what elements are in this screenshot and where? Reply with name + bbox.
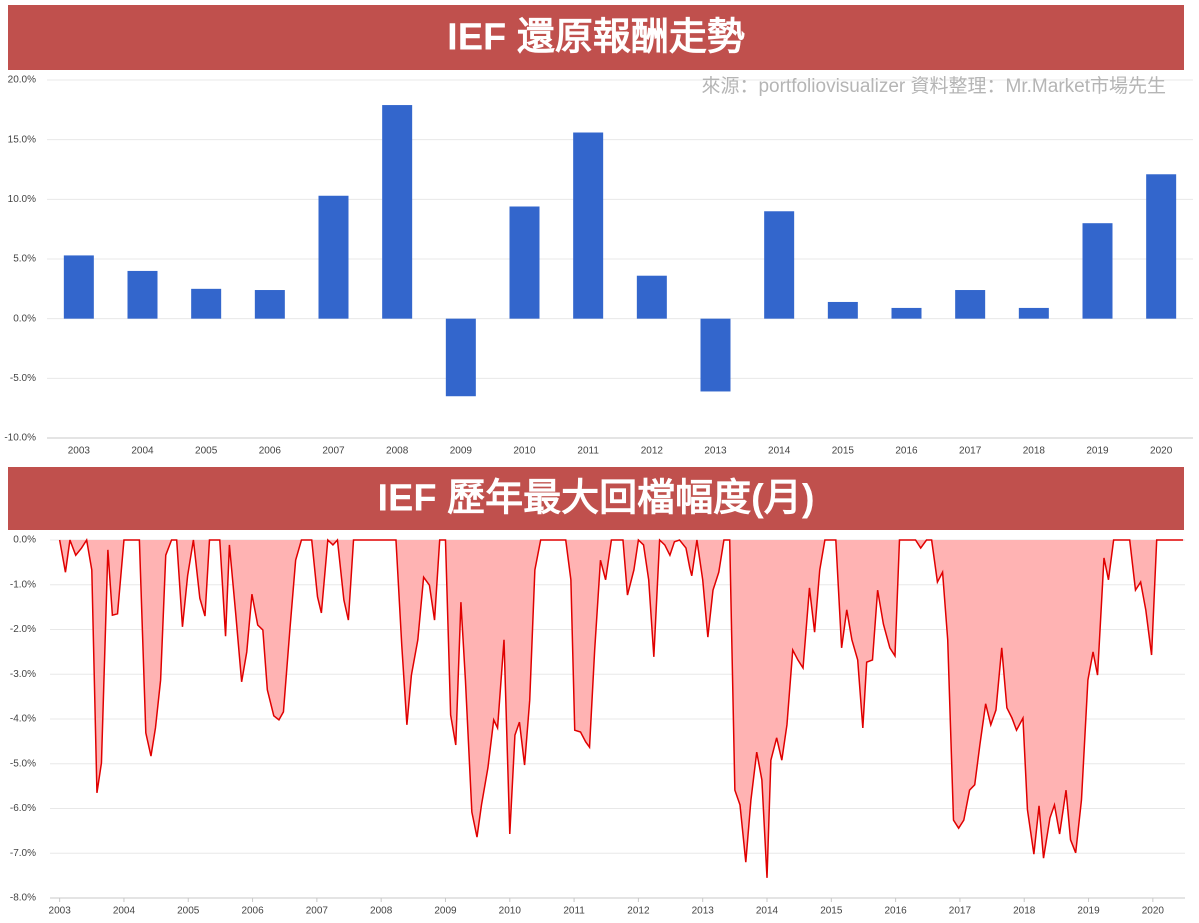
title-banner	[8, 5, 1184, 70]
bar	[191, 288, 222, 319]
x-tick-label: 2004	[131, 446, 154, 457]
x-tick-label: 2010	[499, 906, 522, 917]
y-tick-label: 0.0%	[13, 313, 36, 324]
x-tick-label: 2017	[949, 906, 972, 917]
bar	[827, 301, 858, 319]
y-tick-label: 10.0%	[8, 194, 36, 205]
x-tick-label: 2015	[832, 446, 855, 457]
x-tick-label: 2016	[895, 446, 918, 457]
area-fill	[59, 540, 1184, 878]
bar	[509, 206, 540, 319]
y-tick-label: -1.0%	[10, 579, 36, 590]
source-note: 來源：portfoliovisualizer 資料整理：Mr.Market市場先…	[701, 75, 1166, 97]
bar	[254, 290, 285, 319]
bar	[63, 255, 94, 319]
bar	[764, 211, 795, 319]
x-tick-label: 2018	[1023, 446, 1046, 457]
chart-title: IEF 還原報酬走勢	[447, 17, 745, 59]
chart-title: IEF 歷年最大回檔幅度(月)	[378, 478, 815, 520]
y-tick-label: -10.0%	[4, 433, 36, 444]
x-tick-label: 2019	[1077, 906, 1100, 917]
y-tick-label: -6.0%	[10, 803, 36, 814]
bar	[891, 307, 922, 319]
x-tick-label: 2017	[959, 446, 982, 457]
y-tick-label: -4.0%	[10, 714, 36, 725]
x-tick-label: 2003	[68, 446, 91, 457]
y-tick-label: -2.0%	[10, 624, 36, 635]
bar	[445, 318, 476, 397]
x-tick-label: 2005	[177, 906, 200, 917]
x-tick-label: 2013	[692, 906, 715, 917]
bar	[1146, 174, 1177, 319]
x-tick-label: 2006	[259, 446, 282, 457]
bar	[1018, 307, 1049, 319]
x-tick-label: 2011	[563, 906, 585, 917]
x-tick-label: 2012	[627, 906, 650, 917]
x-tick-label: 2013	[704, 446, 727, 457]
x-tick-label: 2005	[195, 446, 218, 457]
y-tick-label: -5.0%	[10, 758, 36, 769]
x-tick-label: 2012	[641, 446, 664, 457]
bar	[127, 270, 158, 319]
x-tick-label: 2015	[820, 906, 843, 917]
bar	[382, 105, 413, 319]
x-tick-label: 2020	[1150, 446, 1173, 457]
x-tick-label: 2009	[450, 446, 473, 457]
x-tick-label: 2007	[322, 446, 345, 457]
x-tick-label: 2003	[49, 906, 72, 917]
x-tick-label: 2016	[884, 906, 907, 917]
x-tick-label: 2004	[113, 906, 136, 917]
x-tick-label: 2006	[241, 906, 264, 917]
line	[58, 537, 1184, 878]
y-tick-label: -7.0%	[10, 848, 36, 859]
y-tick-label: -3.0%	[10, 669, 36, 680]
bar	[700, 318, 731, 392]
x-tick-label: 2014	[768, 446, 791, 457]
y-tick-label: 0.0%	[13, 535, 36, 546]
bar	[955, 290, 986, 319]
y-tick-label: -8.0%	[10, 893, 36, 904]
x-tick-label: 2008	[386, 446, 409, 457]
x-tick-label: 2008	[370, 906, 393, 917]
bar	[318, 195, 349, 319]
bar	[573, 132, 604, 319]
x-tick-label: 2010	[513, 446, 536, 457]
bar	[636, 275, 667, 319]
x-tick-label: 2020	[1142, 906, 1165, 917]
y-tick-label: -5.0%	[10, 373, 36, 384]
x-tick-label: 2011	[577, 446, 599, 457]
x-tick-label: 2019	[1086, 446, 1109, 457]
x-tick-label: 2009	[434, 906, 457, 917]
y-tick-label: 5.0%	[13, 254, 36, 265]
y-tick-label: 15.0%	[8, 134, 36, 145]
title-banner	[8, 467, 1184, 530]
y-tick-label: 20.0%	[8, 75, 36, 86]
bar	[1082, 223, 1113, 319]
x-tick-label: 2018	[1013, 906, 1036, 917]
x-tick-label: 2007	[306, 906, 329, 917]
x-tick-label: 2014	[756, 906, 779, 917]
